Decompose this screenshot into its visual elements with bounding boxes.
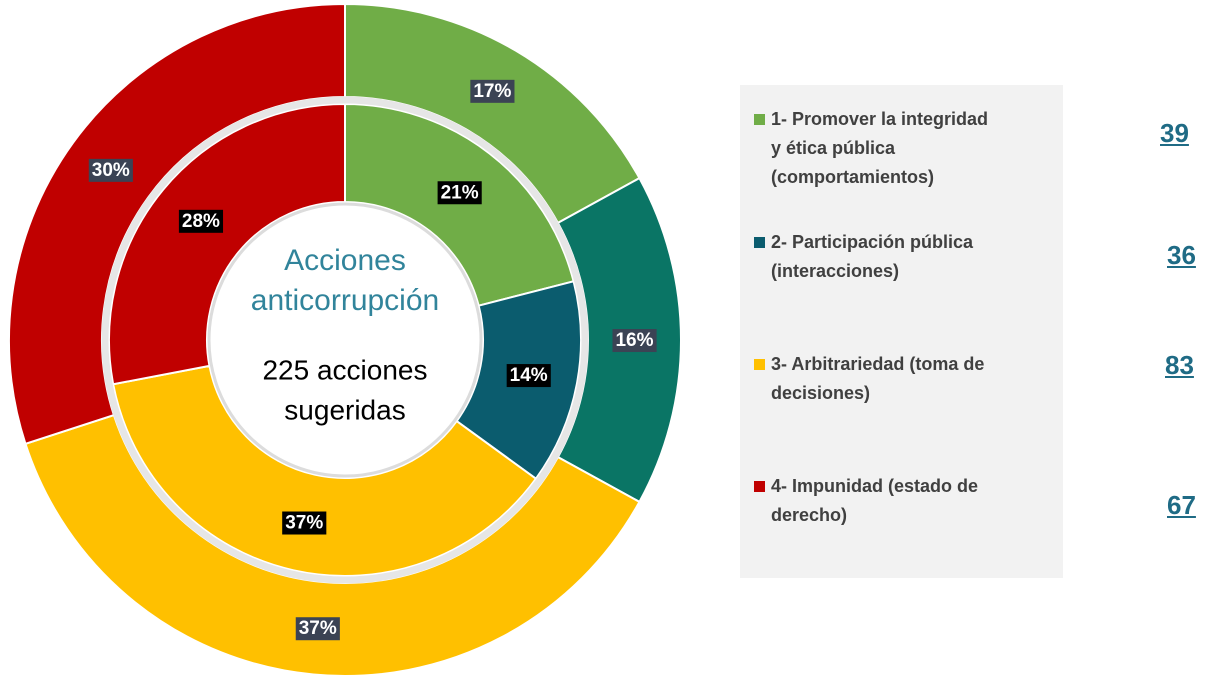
legend-text: 2- Participación pública (interacciones) [771,228,1054,286]
chart: 17% 16% 37% 30% 21% 14% 37% 28% Acciones anticorr… [8,2,682,677]
data-label-text: 37% [285,513,323,534]
data-label-bg [470,79,515,103]
legend-swatch [754,237,765,248]
legend-item: 2- Participación pública (interacciones) [754,228,1054,286]
data-label-bg [295,617,340,641]
legend-line: (interacciones) [771,261,900,281]
legend-item: 4- Impunidad (estado de derecho) [754,472,1054,530]
legend-line: 4- Impunidad (estado de [771,476,979,496]
legend-line: 2- Participación pública [771,232,974,252]
data-label: 14% [506,364,551,388]
data-label-bg [437,181,482,205]
data-label: 37% [282,511,327,535]
donut-segment [344,102,575,307]
data-label-text: 37% [299,618,337,639]
data-label-text: 21% [441,182,479,203]
data-label-text: 28% [182,211,220,232]
data-label-bg [506,364,551,388]
donut-segment [112,364,538,577]
legend-line: derecho) [771,505,848,525]
data-label-text: 14% [510,365,548,386]
legend-item: 1- Promover la integridad y ética pública… [754,105,1054,192]
data-label: 17% [470,79,515,103]
data-label-bg [282,511,327,535]
legend-count: 67 [1167,490,1196,520]
center-title: Acciones [284,244,406,277]
data-label-text: 30% [92,160,130,181]
legend-text: 3- Arbitrariedad (toma de decisiones) [771,350,1054,408]
legend-line: 3- Arbitrariedad (toma de [771,354,985,374]
legend-swatch [754,359,765,370]
legend-count: 83 [1165,350,1194,380]
data-label-bg [178,209,224,233]
legend-count: 36 [1167,240,1196,270]
center-subtitle: sugeridas [284,394,405,425]
legend-text: 1- Promover la integridad y ética pública… [771,105,1054,192]
legend-line: 1- Promover la integridad [771,109,989,129]
data-label: 16% [612,329,657,353]
donut-segment [108,102,346,386]
center-subtitle: 225 acciones [262,354,427,385]
data-label: 28% [178,209,224,233]
center-circle [207,202,483,478]
data-label-text: 16% [615,330,653,351]
legend-swatch [754,114,765,125]
legend-swatch [754,481,765,492]
legend-line: (comportamientos) [771,167,935,187]
legend-text: 4- Impunidad (estado de derecho) [771,472,1054,530]
legend-item: 3- Arbitrariedad (toma de decisiones) [754,350,1054,408]
legend-count: 39 [1160,118,1189,148]
data-label: 37% [295,617,340,641]
data-label: 30% [88,158,133,182]
data-label-bg [612,329,657,353]
legend: 1- Promover la integridad y ética pública… [740,85,1063,578]
data-label: 21% [437,181,482,205]
ring-gap [101,96,589,584]
data-label-bg [88,158,133,182]
data-label-text: 17% [473,81,511,102]
center-title: anticorrupción [251,284,439,317]
legend-line: y ética pública [771,138,896,158]
legend-line: decisiones) [771,383,871,403]
